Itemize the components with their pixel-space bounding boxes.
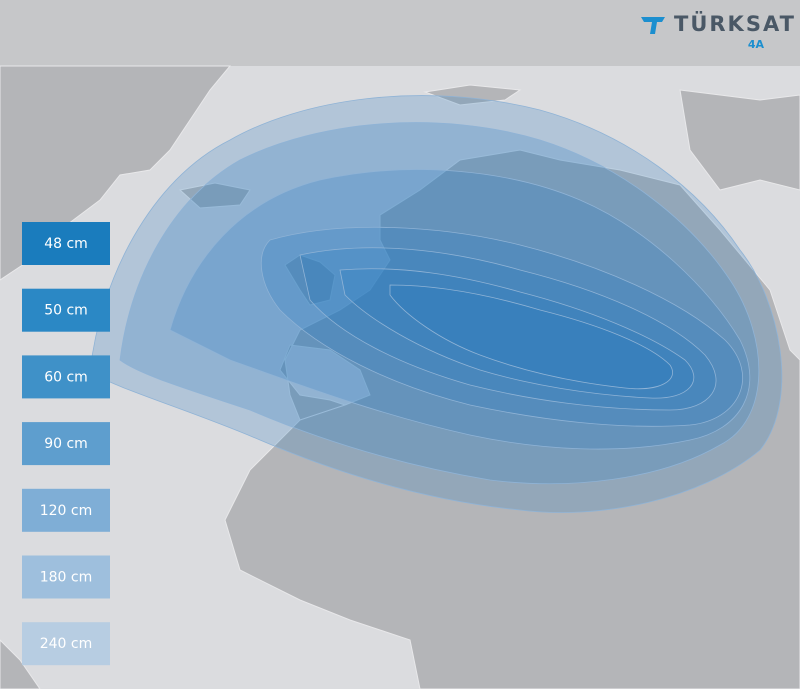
footprint-contours [89, 95, 783, 513]
legend-label: 50 cm [44, 303, 88, 319]
legend-swatch [22, 622, 110, 666]
contour-120 [169, 169, 751, 450]
contour-60 [299, 247, 717, 411]
legend-label: 48 cm [44, 236, 88, 252]
legend-label: 120 cm [40, 503, 93, 519]
contour-90 [260, 226, 743, 427]
legend-swatch [22, 422, 110, 466]
model: 4A [748, 38, 765, 51]
contour-240 [89, 95, 783, 513]
legend-label: 240 cm [40, 636, 93, 652]
contour-48 [389, 284, 673, 390]
legend-label: 90 cm [44, 436, 88, 452]
legend-label: 60 cm [44, 369, 88, 385]
legend-swatch [22, 222, 110, 265]
legend-swatch [22, 288, 110, 332]
contour-180 [119, 122, 760, 485]
legend-swatch [22, 555, 110, 599]
legend: 48 cm 50 cm 60 cm 90 cm 120 cm 180 cm 240 cm [22, 222, 110, 666]
brand: TÜRKSAT [674, 11, 796, 36]
header-band [0, 0, 800, 66]
logo-icon [641, 17, 665, 34]
legend-label: 180 cm [40, 570, 93, 586]
legend-swatch [22, 488, 110, 532]
contour-50 [339, 268, 695, 399]
legend-swatch [22, 355, 110, 399]
logo: TÜRKSAT 4A [641, 11, 796, 51]
landmass [0, 65, 800, 689]
